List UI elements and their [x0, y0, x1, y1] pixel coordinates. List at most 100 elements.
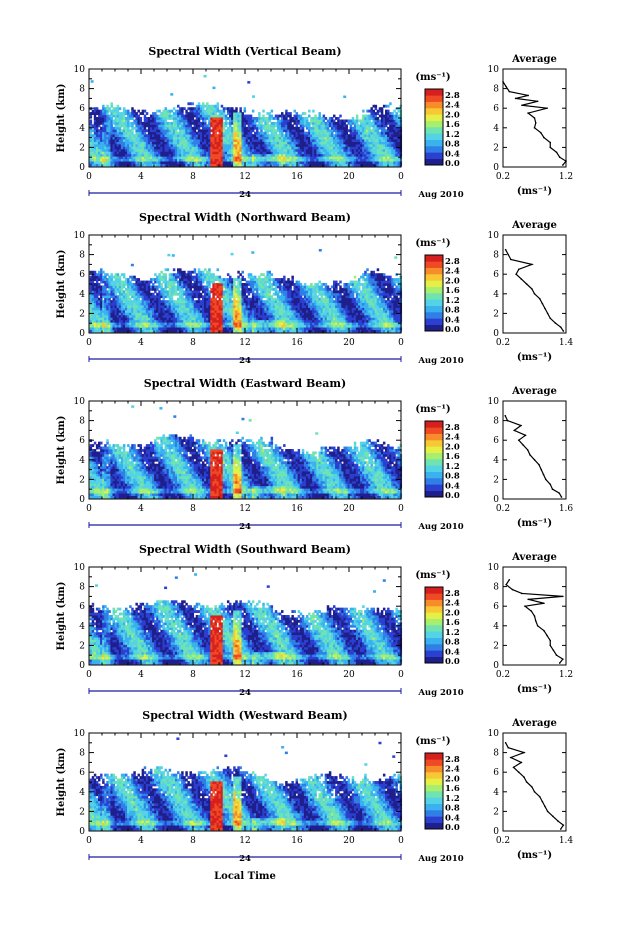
heatmap-cell — [150, 281, 152, 284]
x-tick-label: 16 — [291, 172, 303, 182]
heatmap — [90, 75, 402, 166]
heatmap-cell — [252, 95, 255, 98]
heatmap-cell — [171, 110, 173, 113]
heatmap-cell — [165, 278, 167, 281]
colorbar-swatch — [425, 133, 443, 140]
heatmap-cell — [381, 110, 383, 113]
heatmap-cell — [119, 127, 121, 130]
y-tick-label: 2 — [79, 143, 85, 153]
heatmap-cell — [129, 281, 131, 284]
heatmap-cell — [144, 127, 146, 130]
colorbar-tick-label: 0.4 — [445, 149, 460, 159]
heatmap-cell — [227, 273, 229, 276]
heatmap-cell — [345, 132, 347, 135]
heatmap-cell — [381, 112, 383, 115]
heatmap-cell — [133, 276, 135, 279]
heatmap-cell — [156, 288, 158, 291]
heatmap-cell — [254, 122, 256, 125]
heatmap-cell — [170, 93, 173, 96]
heatmap-cell — [198, 298, 200, 301]
colorbar-tick-label: 2.4 — [445, 101, 460, 111]
heatmap-cell — [110, 102, 112, 105]
heatmap-cell — [208, 293, 210, 296]
heatmap-cell — [281, 112, 283, 115]
heatmap-cell — [110, 278, 112, 281]
heatmap-cell — [171, 298, 173, 301]
profile-point — [502, 81, 504, 83]
heatmap-cell — [181, 288, 183, 291]
heatmap-cell — [221, 119, 223, 122]
x-tick-label: 20 — [343, 172, 355, 182]
heatmap-cell — [204, 119, 206, 122]
heatmap-cell — [123, 115, 125, 118]
heatmap-cell — [162, 298, 164, 301]
heatmap-cell — [192, 298, 194, 301]
heatmap-cell — [225, 124, 227, 127]
heatmap-cell — [214, 132, 216, 135]
heatmap-cell — [381, 107, 383, 110]
x-tick-label: 0 — [398, 172, 404, 182]
profile-point — [535, 122, 537, 124]
heatmap-cell — [277, 117, 279, 120]
profile-point — [509, 91, 511, 93]
heatmap-cell — [331, 117, 333, 120]
heatmap-cell — [387, 105, 389, 108]
heatmap-cell — [258, 112, 260, 115]
heatmap-cell — [119, 107, 121, 110]
heatmap-cell — [229, 298, 231, 301]
heatmap-cell — [300, 115, 302, 118]
heatmap-cell — [247, 81, 250, 84]
profile-y-tick-label: 6 — [493, 104, 499, 114]
heatmap-cell — [175, 129, 177, 132]
heatmap-cell — [219, 298, 221, 301]
heatmap-cell — [296, 124, 298, 127]
heatmap-cell — [333, 119, 335, 122]
profile-point — [534, 117, 536, 119]
heatmap-cell — [96, 281, 98, 284]
profile-title: Average — [511, 54, 557, 65]
heatmap-cell — [96, 127, 98, 130]
heatmap-cell — [370, 107, 372, 110]
heatmap-cell — [208, 285, 210, 288]
profile-point — [559, 156, 561, 158]
colorbar-swatch — [425, 152, 443, 159]
heatmap-cell — [165, 107, 167, 110]
month-label: Aug 2010 — [417, 190, 463, 200]
heatmap-cell — [383, 127, 385, 130]
heatmap-cell — [208, 271, 210, 274]
heatmap-cell — [291, 124, 293, 127]
colorbar-swatch — [425, 121, 443, 128]
profile-point — [546, 107, 548, 109]
heatmap-cell — [368, 127, 370, 130]
heatmap-cell — [117, 110, 119, 113]
heatmap-cell — [200, 293, 202, 296]
profile-point — [537, 101, 539, 103]
heatmap-cell — [208, 283, 210, 286]
heatmap-cell — [181, 112, 183, 115]
heatmap-cell — [200, 283, 202, 286]
heatmap-cell — [158, 298, 160, 301]
heatmap-cell — [137, 110, 139, 113]
heatmap-cell — [352, 117, 354, 120]
heatmap-cell — [127, 278, 129, 281]
y-tick-label: 6 — [79, 104, 85, 114]
heatmap-cell — [212, 295, 214, 298]
heatmap-cell — [273, 127, 275, 130]
heatmap-cell — [152, 283, 154, 286]
heatmap-cell — [144, 115, 146, 118]
heatmap-cell — [219, 276, 221, 279]
profile-x-tick-label: 0.2 — [496, 172, 510, 182]
heatmap-cell — [289, 122, 291, 125]
heatmap-cell — [140, 119, 142, 122]
heatmap-cell — [229, 124, 231, 127]
heatmap-cell — [260, 129, 262, 132]
heatmap-cell — [127, 119, 129, 122]
heatmap-cell — [318, 115, 320, 118]
x-tick-label: 8 — [190, 172, 196, 182]
heatmap-cell — [323, 119, 325, 122]
heatmap-cell — [223, 110, 225, 113]
colorbar-swatch — [425, 114, 443, 121]
heatmap-cell — [194, 129, 196, 132]
heatmap-cell — [106, 105, 108, 108]
